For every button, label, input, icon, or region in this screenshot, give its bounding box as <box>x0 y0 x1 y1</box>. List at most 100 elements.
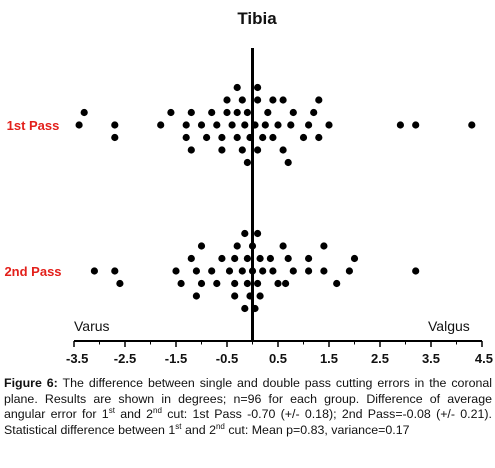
data-point <box>223 96 231 104</box>
caption-text-3: cut: 1st Pass -0.70 (+/- 0.18); 2nd Pass… <box>4 407 492 437</box>
data-point <box>238 146 246 154</box>
data-point <box>241 304 249 313</box>
data-point <box>231 292 239 300</box>
data-point <box>320 267 328 275</box>
data-point <box>213 121 221 129</box>
category-labels: 1st Pass 2nd Pass <box>4 118 61 279</box>
x-tick-label: 0.5 <box>269 351 287 366</box>
data-point <box>177 279 185 288</box>
caption-text-5: cut: Mean p=0.83, variance=0.17 <box>224 422 410 437</box>
data-point <box>254 146 262 154</box>
data-point <box>243 254 251 263</box>
data-point <box>208 108 216 117</box>
data-point <box>284 254 292 263</box>
data-point <box>208 267 216 275</box>
data-point <box>228 121 236 129</box>
figure-caption: Figure 6: The difference between single … <box>4 376 492 438</box>
data-point <box>241 121 249 129</box>
x-tick-label: -2.5 <box>114 351 136 366</box>
x-tick-label: -0.5 <box>216 351 238 366</box>
data-point <box>111 267 119 275</box>
data-point <box>231 279 239 288</box>
data-point <box>412 121 420 129</box>
data-point <box>111 121 119 129</box>
data-point <box>218 133 226 142</box>
data-point <box>396 121 404 129</box>
data-point <box>345 267 353 275</box>
data-point <box>325 121 333 129</box>
data-point <box>75 121 83 129</box>
data-point <box>269 96 277 104</box>
data-point <box>233 242 241 250</box>
data-point <box>264 108 272 117</box>
data-point <box>187 254 195 263</box>
data-point <box>266 254 274 263</box>
data-point <box>269 267 277 275</box>
data-point <box>192 267 200 275</box>
data-point <box>274 279 282 288</box>
data-point <box>157 121 165 129</box>
data-point <box>259 133 267 142</box>
data-point <box>254 96 262 104</box>
data-point <box>287 121 295 129</box>
category-label: 2nd Pass <box>4 264 61 279</box>
data-points <box>75 83 476 313</box>
x-tick-label: -1.5 <box>165 351 187 366</box>
x-tick-label: 4.5 <box>475 351 493 366</box>
data-point <box>254 83 262 92</box>
data-point <box>80 108 88 117</box>
data-point <box>233 133 241 142</box>
data-point <box>90 267 98 275</box>
caption-text-4: and 2 <box>181 422 216 437</box>
x-axis: -3.5 -2.5 -1.5 -0.5 0.5 1.5 2.5 3.5 4.5 <box>66 340 493 366</box>
x-tick-label: -3.5 <box>66 351 88 366</box>
data-point <box>243 279 251 288</box>
data-point <box>243 158 251 167</box>
valgus-annotation: Valgus <box>428 318 470 334</box>
data-point <box>305 267 313 275</box>
data-point <box>320 242 328 250</box>
data-point <box>192 292 200 300</box>
data-point <box>305 254 313 263</box>
data-point <box>223 108 231 117</box>
data-point <box>333 279 341 288</box>
data-point <box>305 121 313 129</box>
data-point <box>197 121 206 129</box>
data-point <box>468 121 476 129</box>
data-point <box>412 267 420 275</box>
data-point <box>218 146 226 154</box>
data-point <box>218 254 226 263</box>
varus-annotation: Varus <box>74 318 110 334</box>
data-point <box>233 108 241 117</box>
caption-sup-4: nd <box>215 421 225 431</box>
caption-sup-2: nd <box>153 406 162 416</box>
data-point <box>261 121 269 129</box>
data-point <box>256 292 264 300</box>
data-point <box>182 133 190 142</box>
caption-sup-1: st <box>108 406 115 416</box>
chart-title: Tibia <box>237 9 277 28</box>
data-point <box>116 279 124 288</box>
data-point <box>289 108 297 117</box>
caption-sup-3: st <box>175 421 182 431</box>
data-point <box>187 146 195 154</box>
data-point <box>279 242 287 250</box>
data-point <box>315 133 323 142</box>
data-point <box>187 108 195 117</box>
data-point <box>225 267 234 275</box>
data-point <box>167 108 175 117</box>
data-point <box>274 121 282 129</box>
data-point <box>259 267 267 275</box>
caption-label: Figure 6: <box>4 376 58 390</box>
data-point <box>233 83 241 92</box>
data-point <box>315 96 323 104</box>
data-point <box>254 279 262 288</box>
data-point <box>284 158 292 167</box>
data-point <box>213 279 221 288</box>
data-point <box>238 96 246 104</box>
data-point <box>269 133 277 142</box>
data-point <box>279 96 287 104</box>
data-point <box>172 267 180 275</box>
data-point <box>350 254 359 263</box>
